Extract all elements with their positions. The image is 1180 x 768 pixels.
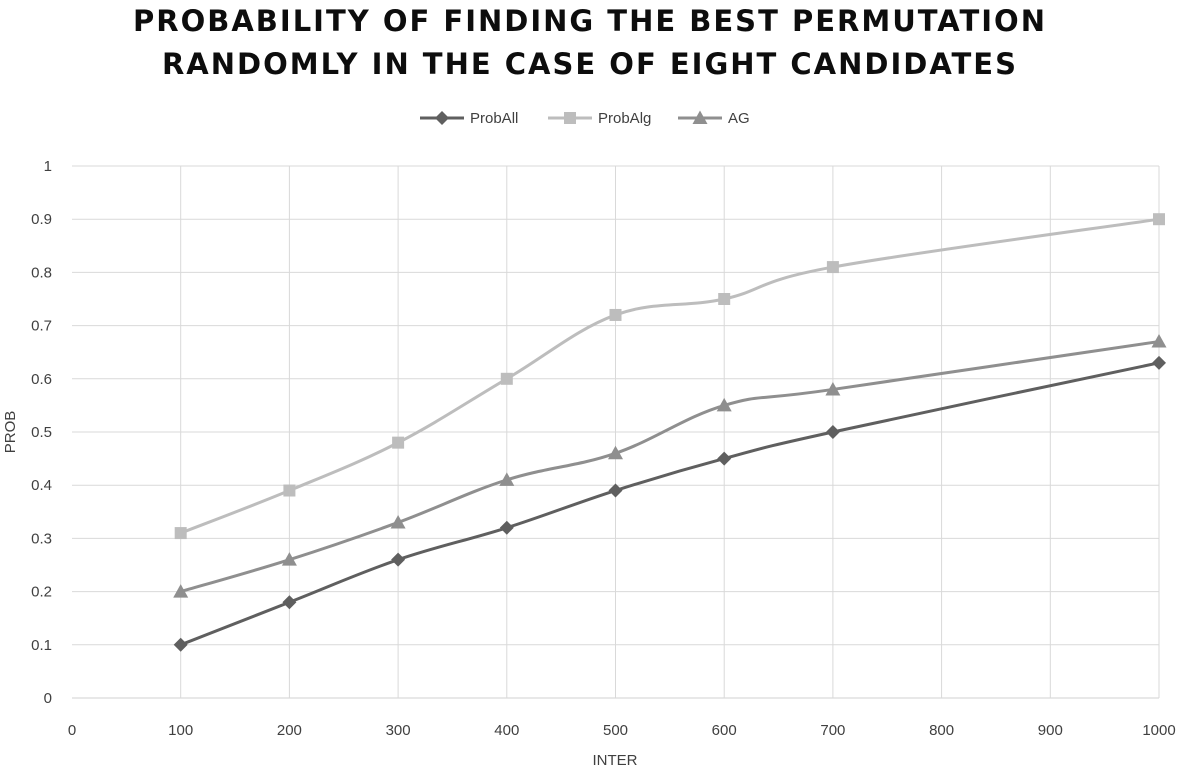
data-point-proball [499, 520, 514, 535]
y-tick-label: 0.8 [31, 264, 52, 281]
chart-title-line-2: RANDOMLY IN THE CASE OF EIGHT CANDIDATES [161, 47, 1019, 81]
gridlines [72, 165, 1160, 698]
x-tick-label: 600 [712, 722, 737, 739]
data-point-probalg [1153, 213, 1165, 226]
data-point-ag [173, 584, 189, 598]
x-tick-label: 400 [494, 722, 519, 739]
data-point-ag [716, 397, 732, 412]
chart-title: PROBABILITY OF FINDING THE BEST PERMUTAT… [0, 0, 1180, 86]
y-tick-label: 0.2 [31, 584, 52, 601]
y-tick-label: 0.7 [31, 318, 52, 335]
legend-label-ag: AG [728, 110, 750, 127]
data-point-ag [390, 514, 406, 529]
x-tick-label: 900 [1038, 722, 1063, 739]
y-tick-label: 0.3 [31, 530, 52, 547]
legend-item-ag: AG [678, 110, 750, 127]
data-point-ag [281, 552, 297, 566]
data-point-proball [825, 425, 840, 439]
legend-marker-ag [692, 110, 708, 124]
data-point-probalg [283, 484, 296, 497]
data-point-proball [391, 552, 406, 567]
data-point-proball [282, 595, 297, 610]
legend-label-probalg: ProbAlg [598, 110, 651, 127]
data-point-probalg [174, 527, 187, 540]
y-axis-title: PROB [2, 411, 19, 454]
data-point-probalg [718, 293, 731, 305]
data-point-ag [608, 445, 623, 460]
data-point-probalg [500, 372, 513, 385]
x-tick-labels: 0 100 200 300 400 500 600 700 800 900 1000 [68, 722, 1176, 739]
data-point-proball [717, 451, 732, 466]
x-tick-label: 0 [68, 722, 76, 739]
legend-item-proball: ProbAll [420, 110, 518, 127]
x-axis-title: INTER [593, 752, 638, 768]
x-tick-label: 100 [168, 722, 193, 739]
legend-label-proball: ProbAll [470, 110, 518, 127]
data-point-proball [173, 637, 188, 652]
y-tick-labels: 0 0.1 0.2 0.3 0.4 0.5 0.6 0.7 0.8 0.9 1 [31, 158, 52, 707]
data-point-probalg [609, 308, 622, 321]
y-tick-label: 0.4 [31, 477, 52, 494]
series-lines [173, 213, 1167, 652]
y-tick-label: 0 [44, 690, 52, 707]
series-line-ag [180, 340, 1160, 594]
y-tick-label: 1 [44, 158, 52, 175]
series-line-probalg [180, 217, 1160, 535]
chart-title-line-1: PROBABILITY OF FINDING THE BEST PERMUTAT… [133, 4, 1047, 38]
x-tick-label: 800 [929, 722, 954, 739]
x-tick-label: 700 [820, 722, 845, 739]
data-point-ag [1151, 334, 1167, 348]
legend: ProbAll ProbAlg AG [420, 110, 750, 127]
data-point-probalg [826, 261, 839, 274]
legend-marker-probalg [564, 112, 576, 124]
x-tick-label: 200 [277, 722, 302, 739]
x-tick-label: 300 [386, 722, 411, 739]
series-proball [173, 355, 1166, 652]
legend-marker-proball [435, 111, 449, 125]
data-point-ag [825, 381, 841, 396]
y-tick-label: 0.5 [31, 424, 52, 441]
legend-item-probalg: ProbAlg [548, 110, 651, 127]
x-tick-label: 1000 [1142, 722, 1175, 739]
data-point-proball [1152, 355, 1166, 370]
data-point-ag [499, 472, 515, 486]
y-tick-label: 0.9 [31, 211, 52, 228]
data-point-proball [608, 483, 623, 498]
y-tick-label: 0.1 [31, 637, 52, 654]
x-tick-label: 500 [603, 722, 628, 739]
data-point-probalg [392, 436, 405, 449]
series-ag [173, 334, 1167, 598]
series-line-proball [180, 361, 1160, 647]
y-tick-label: 0.6 [31, 371, 52, 388]
series-probalg [174, 213, 1165, 540]
